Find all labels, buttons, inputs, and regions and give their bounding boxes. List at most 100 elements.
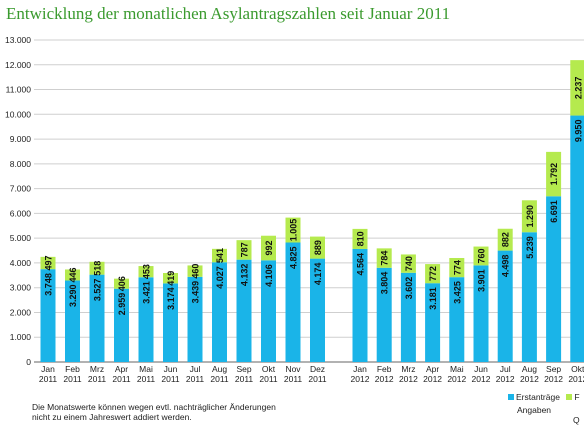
data-label-second-series: 784 [380, 251, 390, 266]
data-label-second-series: 772 [428, 266, 438, 281]
x-tick-label-year: 2011 [235, 374, 254, 384]
y-tick-label: 3.000 [10, 283, 32, 293]
bar-erstantraege [546, 196, 562, 362]
bar-erstantraege [114, 288, 129, 362]
data-label-second-series: 882 [501, 232, 511, 247]
y-tick-label: 1.000 [10, 332, 32, 342]
y-tick-label: 0 [26, 357, 31, 367]
legend-item-erstantraege: Erstanträge [508, 392, 560, 402]
y-tick-label: 9.000 [10, 134, 32, 144]
data-label-second-series: 1.005 [289, 219, 299, 242]
bar-second-series [285, 217, 301, 243]
x-tick-label-month: Jan [41, 364, 55, 374]
data-label-second-series: 1.290 [525, 205, 535, 228]
source-fragment-angaben: Angaben [517, 405, 552, 415]
x-tick-label-month: Jan [353, 364, 367, 374]
data-label-second-series: 787 [240, 242, 250, 257]
data-label-erstantraege: 2.959 [117, 293, 127, 316]
y-tick-label: 7.000 [10, 184, 32, 194]
legend: Erstanträge F [508, 392, 584, 402]
x-tick-label-year: 2011 [39, 374, 58, 384]
bar-second-series [352, 228, 368, 249]
bar-erstantraege [236, 259, 252, 362]
bar-second-series [114, 278, 129, 289]
data-label-erstantraege: 4.132 [240, 264, 250, 287]
bar-second-series [546, 151, 562, 197]
x-tick-label-month: Mrz [401, 364, 415, 374]
x-tick-label-year: 2011 [88, 374, 107, 384]
data-label-erstantraege: 4.106 [264, 264, 274, 287]
x-tick-label-year: 2012 [520, 374, 539, 384]
x-tick-label-year: 2011 [210, 374, 229, 384]
x-tick-label-year: 2011 [63, 374, 82, 384]
x-tick-label-year: 2011 [137, 374, 156, 384]
bar-erstantraege [400, 272, 416, 362]
bar-second-series [138, 266, 154, 278]
source-fragment-q: Q [573, 415, 580, 425]
chart-title: Entwicklung der monatlichen Asylantragsz… [6, 4, 451, 23]
bar-erstantraege [261, 260, 276, 362]
bar-second-series [187, 265, 203, 277]
x-tick-label-year: 2012 [423, 374, 442, 384]
data-label-second-series: 774 [452, 260, 462, 275]
x-tick-label-year: 2012 [447, 374, 466, 384]
bar-erstantraege [187, 276, 203, 362]
data-label-erstantraege: 4.825 [289, 246, 299, 269]
legend-label-second: F [574, 392, 580, 402]
y-tick-label: 5.000 [10, 233, 32, 243]
x-tick-label-month: Apr [115, 364, 128, 374]
bar-second-series [570, 60, 584, 116]
y-tick-label: 6.000 [10, 208, 32, 218]
bar-second-series [65, 269, 80, 281]
bar-second-series [449, 257, 465, 278]
bar-second-series [212, 248, 227, 263]
x-tick-label-month: Jul [190, 364, 201, 374]
x-tick-label-month: Okt [262, 364, 276, 374]
data-label-erstantraege: 4.027 [215, 266, 225, 289]
data-label-erstantraege: 4.564 [356, 253, 366, 276]
legend-swatch-erstantraege [508, 394, 514, 400]
bar-second-series [521, 200, 537, 233]
bar-second-series [310, 236, 325, 259]
bar-second-series [376, 248, 392, 268]
x-tick-label-month: Mai [139, 364, 153, 374]
x-tick-label-year: 2012 [544, 374, 563, 384]
x-tick-label-year: 2012 [399, 374, 418, 384]
data-label-erstantraege: 3.602 [404, 277, 414, 300]
data-label-second-series: 1.792 [549, 163, 559, 186]
data-label-second-series: 889 [313, 240, 323, 255]
x-tick-label-year: 2012 [375, 374, 394, 384]
bar-erstantraege [352, 248, 368, 362]
data-label-second-series: 453 [142, 264, 152, 279]
y-tick-label: 11.000 [6, 85, 32, 95]
bar-erstantraege [285, 242, 301, 362]
bar-erstantraege [163, 283, 178, 362]
x-tick-label-year: 2011 [112, 374, 131, 384]
bar-erstantraege [138, 277, 154, 362]
data-label-erstantraege: 3.421 [142, 281, 152, 304]
x-tick-label-month: Nov [285, 364, 301, 374]
bar-erstantraege [65, 280, 80, 362]
bar-erstantraege [473, 265, 489, 362]
bar-erstantraege [570, 115, 584, 363]
data-label-second-series: 497 [44, 255, 54, 270]
data-label-erstantraege: 3.425 [452, 281, 462, 304]
data-label-erstantraege: 6.691 [549, 200, 559, 223]
data-label-second-series: 419 [166, 271, 176, 286]
x-tick-label-month: Mai [450, 364, 464, 374]
x-tick-label-year: 2011 [186, 374, 205, 384]
data-label-erstantraege: 3.748 [44, 273, 54, 296]
data-label-erstantraege: 3.804 [380, 272, 390, 295]
data-label-erstantraege: 5.239 [525, 236, 535, 259]
data-label-erstantraege: 4.498 [501, 255, 511, 278]
bar-second-series [400, 254, 416, 273]
x-tick-label-month: Apr [426, 364, 439, 374]
bar-erstantraege [212, 262, 227, 362]
data-label-second-series: 460 [191, 264, 201, 279]
x-tick-label-month: Jun [164, 364, 178, 374]
bar-erstantraege [521, 232, 537, 362]
x-tick-label-year: 2011 [161, 374, 180, 384]
y-tick-label: 12.000 [5, 60, 31, 70]
x-tick-label-month: Sep [546, 364, 561, 374]
